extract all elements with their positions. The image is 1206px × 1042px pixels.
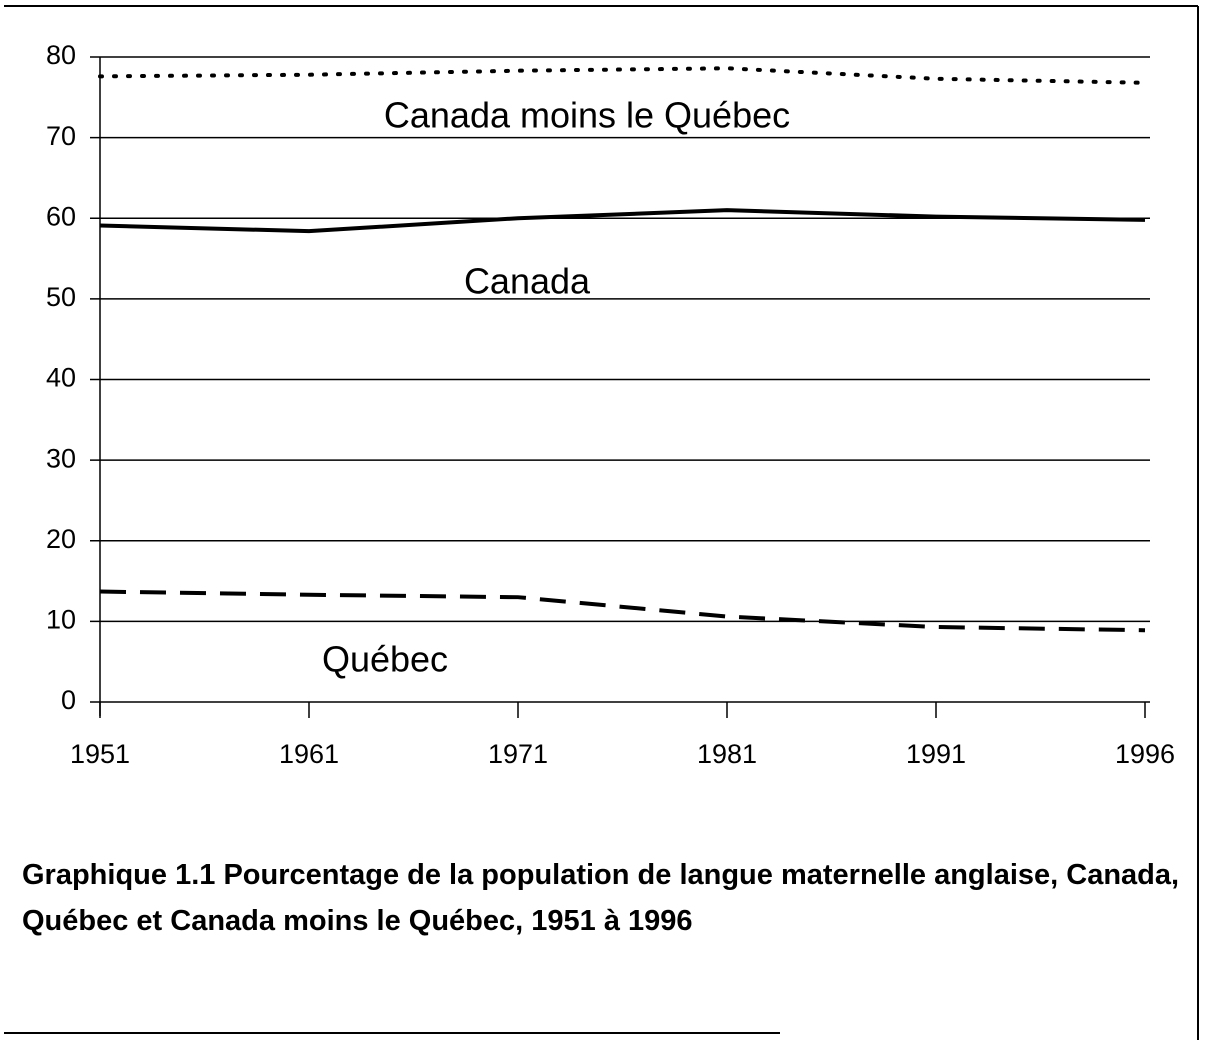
series-line (99, 589, 1146, 633)
series-label: Canada (464, 261, 591, 302)
x-tick-label: 1961 (279, 739, 339, 769)
x-tick-label: 1971 (488, 739, 548, 769)
series-line (99, 208, 1146, 234)
y-tick-label: 40 (46, 363, 76, 393)
y-tick-label: 60 (46, 201, 76, 231)
y-tick-label: 80 (46, 40, 76, 70)
series-label: Canada moins le Québec (384, 95, 790, 136)
x-tick-label: 1951 (70, 739, 130, 769)
y-tick-label: 50 (46, 282, 76, 312)
x-tick-label: 1991 (906, 739, 966, 769)
chart-title: Graphique 1.1 Pourcentage de la populati… (22, 859, 1180, 937)
y-tick-label: 0 (61, 685, 76, 715)
y-tick-label: 70 (46, 121, 76, 151)
y-tick-label: 30 (46, 443, 76, 473)
x-tick-label: 1996 (1115, 739, 1175, 769)
y-tick-label: 20 (46, 524, 76, 554)
series-label: Québec (322, 639, 448, 680)
series-line (98, 66, 1147, 85)
y-tick-label: 10 (46, 605, 76, 635)
x-tick-label: 1981 (697, 739, 757, 769)
